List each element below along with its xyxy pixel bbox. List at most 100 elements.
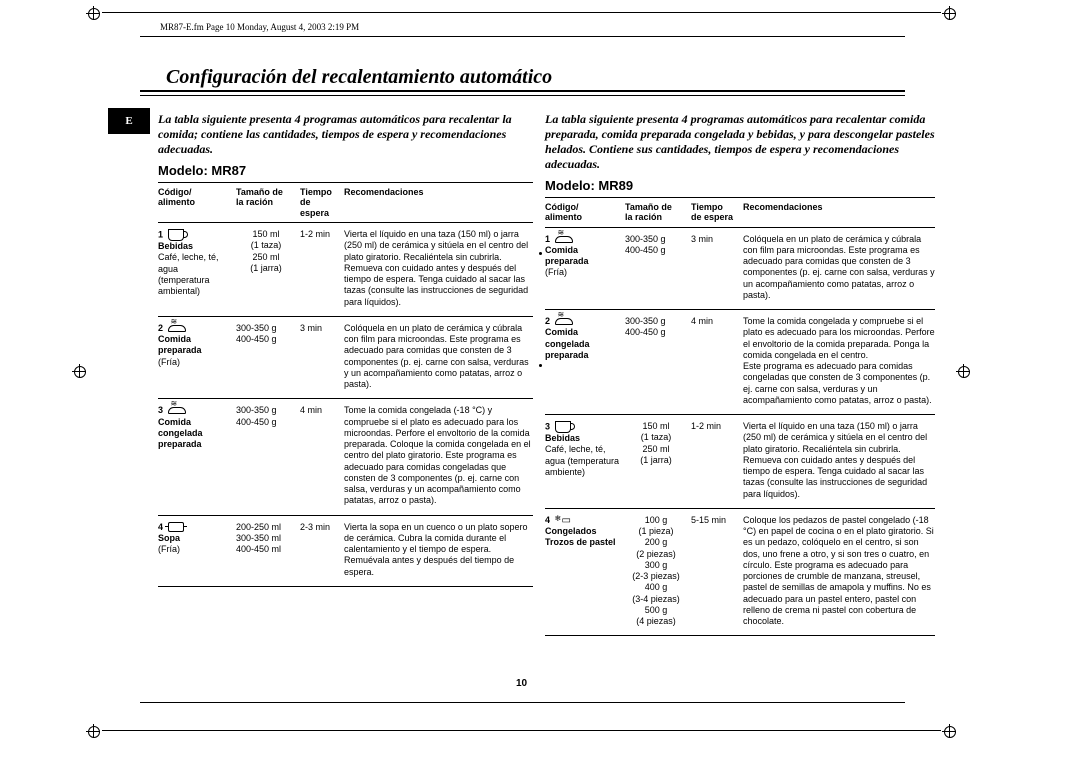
row-name: Comida preparada: [545, 245, 589, 266]
rec-cell: Colóquela en un plato de cerámica y cúbr…: [743, 234, 935, 302]
code-cell: 3 Bebidas Café, leche, té, agua (tempera…: [545, 421, 625, 500]
time-cell: 1-2 min: [691, 421, 743, 500]
table-row: 1 Comida preparada (Fría) 300-350 g 400-…: [545, 228, 935, 311]
row-sub: (Fría): [158, 544, 180, 554]
page-header: MR87-E.fm Page 10 Monday, August 4, 2003…: [160, 22, 359, 32]
table-row: 3 Bebidas Café, leche, té, agua (tempera…: [545, 415, 935, 509]
size-cell: 100 g (1 pieza) 200 g (2 piezas) 300 g (…: [625, 515, 691, 628]
row-num: 1: [545, 234, 550, 244]
time-cell: 4 min: [691, 316, 743, 406]
row-num: 3: [545, 422, 550, 432]
col-header: Tiempo de espera: [691, 202, 743, 223]
crop-mark: [86, 724, 100, 738]
row-num: 4: [545, 515, 550, 525]
row-num: 2: [158, 323, 163, 333]
model-heading: Modelo: MR89: [545, 178, 935, 193]
rule-line: [102, 12, 941, 13]
rule-line: [140, 90, 905, 92]
crop-mark: [942, 6, 956, 20]
table-row: 3 Comida congelada preparada 300-350 g 4…: [158, 399, 533, 515]
col-header: Tiempo de espera: [300, 187, 344, 218]
rec-cell: Vierta el líquido en una taza (150 ml) o…: [743, 421, 935, 500]
cup-icon: [555, 421, 571, 433]
col-header: Recomendaciones: [344, 187, 533, 218]
code-cell: 2 Comida preparada (Fría): [158, 323, 236, 391]
col-header: Tamaño de la ración: [236, 187, 300, 218]
code-cell: 4 Sopa (Fría): [158, 522, 236, 578]
dish-icon: [168, 407, 186, 414]
row-name: Sopa: [158, 533, 180, 543]
crop-mark: [86, 6, 100, 20]
crop-mark: [72, 364, 86, 378]
rec-cell: Vierta el líquido en una taza (150 ml) o…: [344, 229, 533, 308]
cup-icon: [168, 229, 184, 241]
size-cell: 300-350 g 400-450 g: [625, 234, 691, 302]
row-sub: Café, leche, té, agua (temperatura ambie…: [158, 252, 219, 296]
row-num: 4: [158, 522, 163, 532]
row-name: Bebidas: [545, 433, 580, 443]
size-cell: 150 ml (1 taza) 250 ml (1 jarra): [236, 229, 300, 308]
size-cell: 200-250 ml 300-350 ml 400-450 ml: [236, 522, 300, 578]
rec-cell: Coloque los pedazos de pastel congelado …: [743, 515, 935, 628]
page-title: Configuración del recalentamiento automá…: [166, 66, 552, 89]
row-sub: Café, leche, té, agua (temperatura ambie…: [545, 444, 619, 477]
rec-cell: Tome la comida congelada (-18 °C) y comp…: [344, 405, 533, 506]
rule-line: [140, 95, 905, 96]
size-cell: 300-350 g 400-450 g: [625, 316, 691, 406]
table-row: 4 Congelados Trozos de pastel 100 g (1 p…: [545, 509, 935, 636]
col-header: Tamaño de la ración: [625, 202, 691, 223]
time-cell: 3 min: [300, 323, 344, 391]
table-mr87: Código/ alimento Tamaño de la ración Tie…: [158, 182, 533, 587]
table-row: 2 Comida preparada (Fría) 300-350 g 400-…: [158, 317, 533, 400]
bullet-dot: [539, 252, 542, 255]
language-tab: E: [108, 108, 150, 134]
row-sub: (Fría): [158, 357, 180, 367]
dish-icon: [168, 325, 186, 332]
time-cell: 4 min: [300, 405, 344, 506]
crop-mark: [956, 364, 970, 378]
col-header: Recomendaciones: [743, 202, 935, 223]
table-row: 4 Sopa (Fría) 200-250 ml 300-350 ml 400-…: [158, 516, 533, 586]
row-name: Bebidas: [158, 241, 193, 251]
code-cell: 2 Comida congelada preparada: [545, 316, 625, 406]
table-header-row: Código/ alimento Tamaño de la ración Tie…: [545, 198, 935, 228]
model-heading: Modelo: MR87: [158, 163, 533, 178]
row-name: Comida congelada preparada: [545, 327, 590, 360]
code-cell: 3 Comida congelada preparada: [158, 405, 236, 506]
table-row: 2 Comida congelada preparada 300-350 g 4…: [545, 310, 935, 415]
col-header: Código/ alimento: [545, 202, 625, 223]
table-header-row: Código/ alimento Tamaño de la ración Tie…: [158, 183, 533, 223]
size-cell: 300-350 g 400-450 g: [236, 323, 300, 391]
page-number: 10: [516, 678, 527, 689]
bullet-dot: [539, 364, 542, 367]
table-row: 1 Bebidas Café, leche, té, agua (tempera…: [158, 223, 533, 317]
code-cell: 1 Bebidas Café, leche, té, agua (tempera…: [158, 229, 236, 308]
code-cell: 4 Congelados Trozos de pastel: [545, 515, 625, 628]
time-cell: 5-15 min: [691, 515, 743, 628]
crop-mark: [942, 724, 956, 738]
rec-cell: Colóquela en un plato de cerámica y cúbr…: [344, 323, 533, 391]
code-cell: 1 Comida preparada (Fría): [545, 234, 625, 302]
row-name: Congelados Trozos de pastel: [545, 526, 616, 547]
dish-icon: [555, 318, 573, 325]
size-cell: 300-350 g 400-450 g: [236, 405, 300, 506]
dish-icon: [555, 236, 573, 243]
intro-text: La tabla siguiente presenta 4 programas …: [545, 112, 935, 172]
row-sub: (Fría): [545, 267, 567, 277]
time-cell: 1-2 min: [300, 229, 344, 308]
frozen-icon: [555, 517, 571, 525]
row-num: 3: [158, 405, 163, 415]
rule-line: [140, 36, 905, 37]
row-name: Comida preparada: [158, 334, 202, 355]
intro-text: La tabla siguiente presenta 4 programas …: [158, 112, 533, 157]
size-cell: 150 ml (1 taza) 250 ml (1 jarra): [625, 421, 691, 500]
col-header: Código/ alimento: [158, 187, 236, 218]
right-column: La tabla siguiente presenta 4 programas …: [545, 112, 935, 636]
table-mr89: Código/ alimento Tamaño de la ración Tie…: [545, 197, 935, 636]
time-cell: 3 min: [691, 234, 743, 302]
rule-line: [140, 702, 905, 703]
left-column: La tabla siguiente presenta 4 programas …: [158, 112, 533, 587]
row-num: 1: [158, 229, 163, 239]
time-cell: 2-3 min: [300, 522, 344, 578]
rec-cell: Vierta la sopa en un cuenco o un plato s…: [344, 522, 533, 578]
